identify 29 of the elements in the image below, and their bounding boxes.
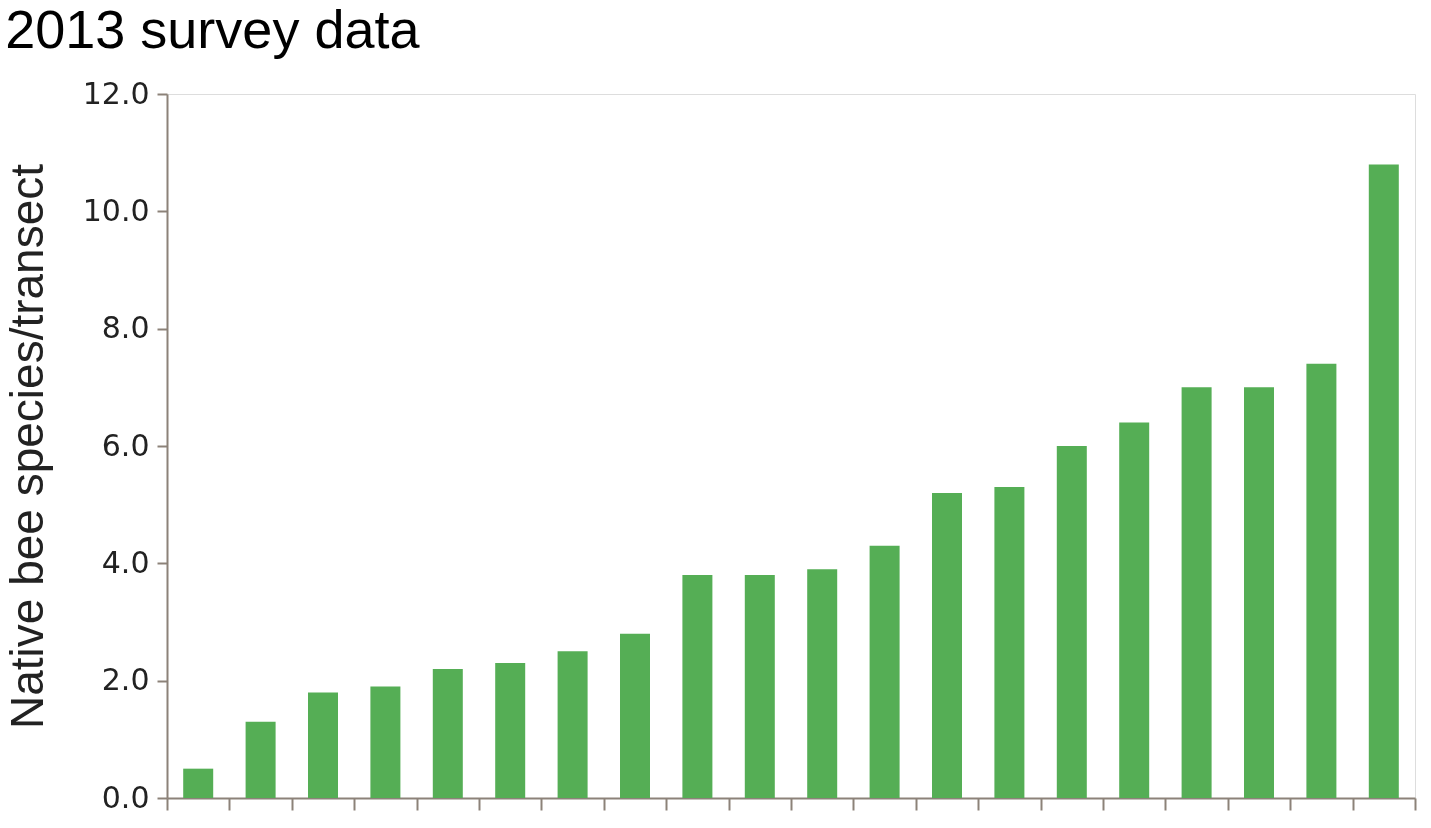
bar (994, 487, 1025, 798)
bar (1181, 387, 1212, 798)
y-tick-label: 4.0 (101, 544, 150, 580)
bar (557, 651, 588, 798)
bar (682, 575, 713, 798)
bar (932, 492, 962, 798)
bar (183, 768, 214, 798)
y-axis-title: Native bee species/transect (0, 163, 53, 730)
y-tick-label: 8.0 (101, 310, 150, 346)
bar (1119, 422, 1150, 798)
bar (495, 663, 526, 798)
bar (245, 721, 276, 798)
bar (308, 692, 338, 798)
y-tick-label: 0.0 (101, 779, 150, 815)
y-tick-label: 6.0 (101, 427, 150, 463)
bar (1244, 387, 1274, 798)
chart-title: 2013 survey data (5, 0, 421, 59)
y-tick-label: 10.0 (82, 192, 150, 228)
y-tick-label: 12.0 (82, 75, 150, 111)
y-tick-label: 2.0 (101, 662, 150, 698)
bar (1306, 363, 1337, 798)
bar (744, 575, 775, 798)
bar (1368, 164, 1399, 798)
bar (869, 545, 900, 798)
bar (432, 668, 463, 798)
bar (370, 686, 401, 798)
bar (1056, 446, 1087, 798)
bar (807, 569, 838, 798)
bar (620, 633, 650, 798)
